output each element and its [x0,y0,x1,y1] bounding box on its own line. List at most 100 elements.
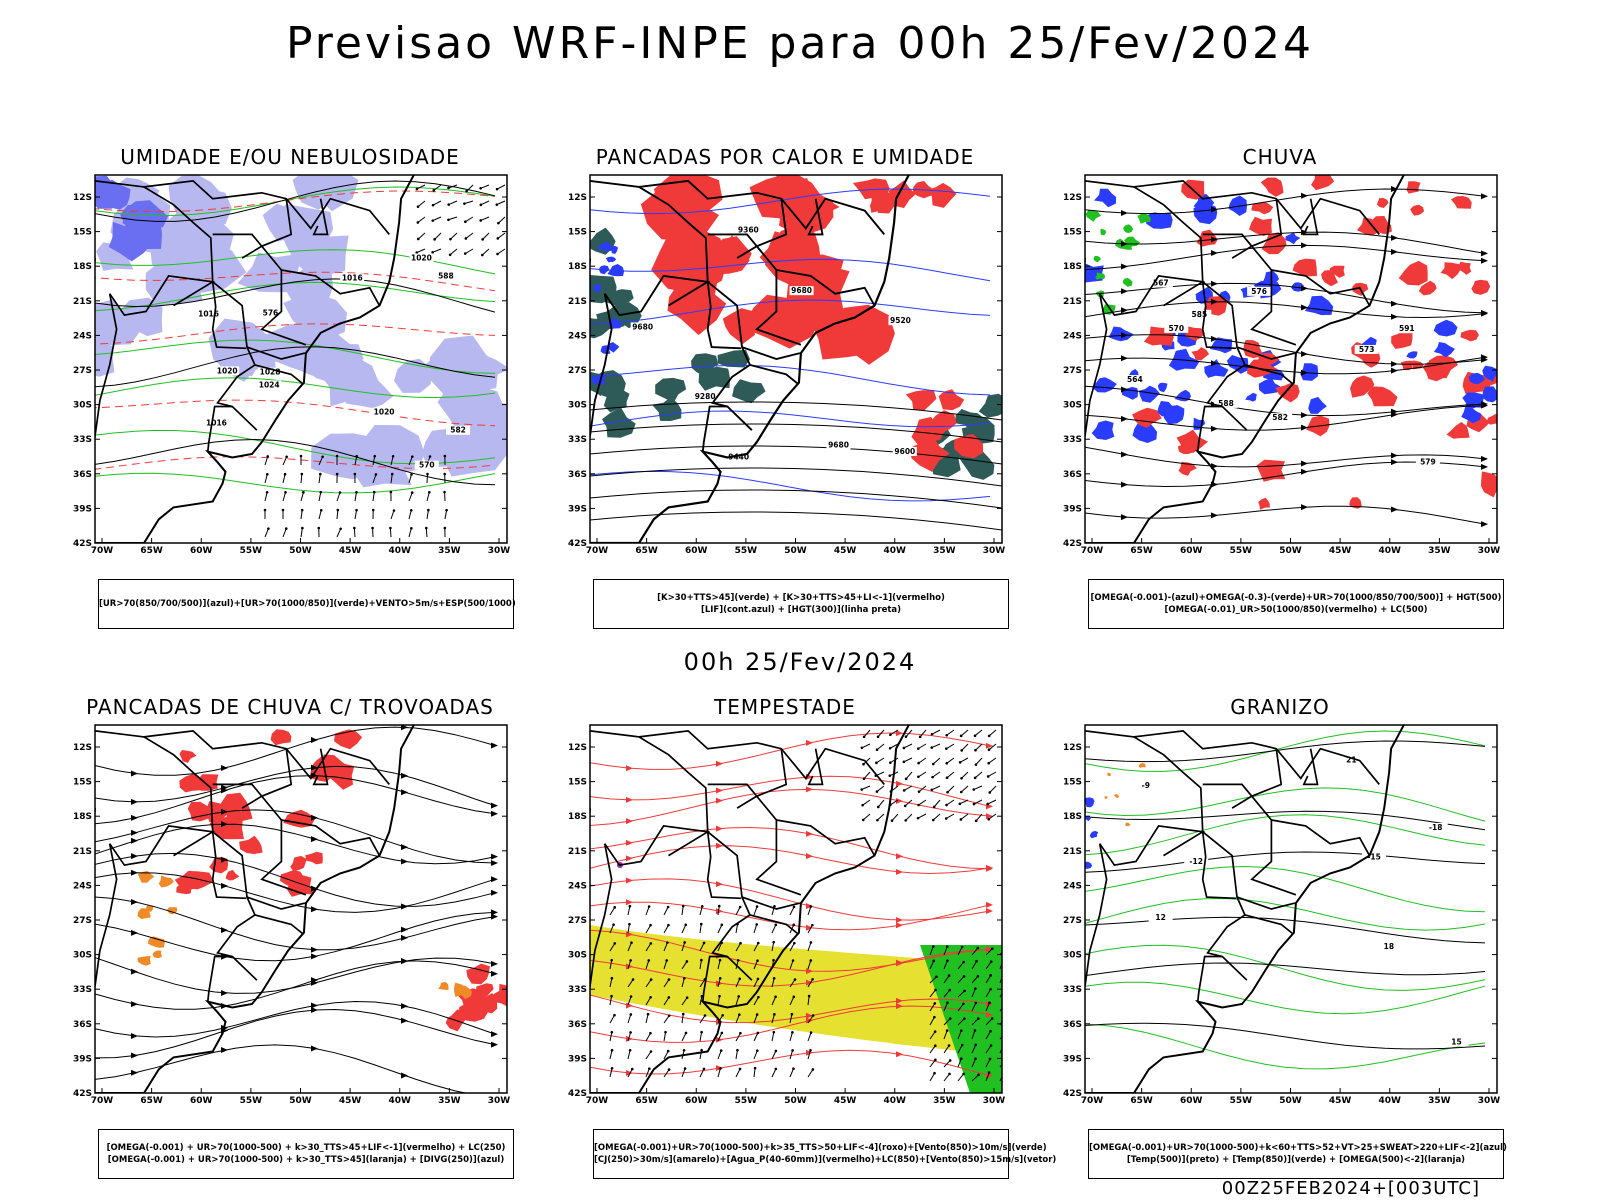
streamline-arrow [896,1003,903,1010]
wind-vector [957,1030,962,1040]
contour-label: -9 [1142,781,1150,790]
wind-vector-head [703,1014,707,1017]
wind-vector [975,813,983,822]
wind-vector [663,924,669,934]
omega-area [1125,822,1131,827]
lon-label: 70W [1081,546,1104,556]
streamline-arrow [401,858,408,865]
rain-area [1376,198,1389,208]
omega-area [1468,372,1485,385]
thunder-area [290,855,307,872]
wind-vector [959,757,969,763]
rain-area [1367,386,1398,407]
streamline-arrow [131,829,138,836]
wind-vector [417,216,426,223]
contour-label-bg [196,309,221,319]
lon-label: 45W [1329,546,1352,556]
wind-vector-head [667,1068,671,1071]
wind-vector [876,757,885,764]
omega-area [1132,420,1158,443]
wind-vector [699,1068,705,1078]
wind-vector [929,1059,936,1068]
wind-vector [989,785,997,793]
wind-vector-head [948,1059,952,1062]
convective-area [138,870,155,883]
wind-vector-head [374,473,378,476]
heat-area [691,353,719,376]
lat-label: 21S [1063,297,1082,307]
contour-label-bg [1415,457,1440,467]
wind-vector-head [628,922,631,926]
wind-vector [985,1072,990,1082]
rain-area [1391,329,1413,349]
wind-vector [681,1014,684,1024]
wind-vector-head [809,905,813,908]
contour-label: 1016 [342,273,363,282]
panel-title: UMIDADE E/OU NEBULOSIDADE [120,145,460,169]
wind-vector [753,1032,759,1042]
height-contour [590,423,1002,443]
contour-label-bg [215,366,240,376]
contour-label: 21 [1346,755,1356,764]
wind-vector [450,232,458,240]
legend-line: [UR>70(850/700/500)](azul)+[UR>70(1000/8… [99,599,516,609]
wind-vector [988,729,997,737]
map-frame [1084,174,1498,544]
wind-vector-head [945,733,948,737]
wind-vector [863,757,871,765]
contour-line [590,775,991,807]
panel-granizo: GRANIZO -12 -15 -18 -9 15 18 21 12 12S 15S 18S 21S 2… [1050,695,1510,1179]
streamline-arrow [626,796,633,803]
streamline-arrow [806,830,813,837]
streamline-arrow [1301,504,1308,511]
border-line [1196,955,1223,1002]
border-line [1085,180,1248,431]
wind-vector [861,785,871,790]
coastline [1085,175,1405,543]
wind-vector-head [753,1066,757,1070]
streamline-arrow [1481,250,1488,257]
wind-vector-head [974,763,978,766]
wind-vector [609,996,613,1006]
coastline [590,175,910,543]
wind-vector [300,528,303,538]
omega-area [1113,794,1119,798]
streamline-arrow [401,926,408,933]
wind-vector [917,813,927,819]
wind-vector [943,946,948,956]
wind-vector-head [448,253,452,257]
rain-area [1446,422,1470,439]
streamline-arrow [626,765,633,772]
height-contour [590,489,1002,509]
lon-label: 65W [1130,1096,1153,1106]
convective-area [438,981,449,990]
wind-vector [735,942,741,952]
wind-vector-head [976,974,980,978]
lat-label: 27S [73,366,92,376]
border-line [206,955,233,1002]
streamline-arrow [716,908,723,915]
wind-vector-head [962,960,965,964]
wind-vector-head [496,252,499,256]
lat-label: 27S [1063,366,1082,376]
wind-vector-head [443,472,446,476]
lon-label: 65W [635,1096,658,1106]
wind-vector [627,906,631,916]
wind-vector [465,216,474,223]
heat-area [732,379,766,404]
thunder-area [480,993,498,1014]
thunder-area [270,729,292,746]
wind-vector-head [988,1057,992,1061]
wind-vector-head [738,977,742,981]
wind-vector [318,492,322,502]
wind-vector [496,184,506,190]
wind-vector-head [791,1031,794,1034]
wind-vector [735,1032,741,1042]
lat-label: 21S [73,297,92,307]
wind-vector [699,906,703,916]
wind-vector-head [648,1067,651,1070]
wind-vector-head [666,941,669,944]
lon-label: 70W [91,546,114,556]
streamline-arrow [806,786,813,793]
